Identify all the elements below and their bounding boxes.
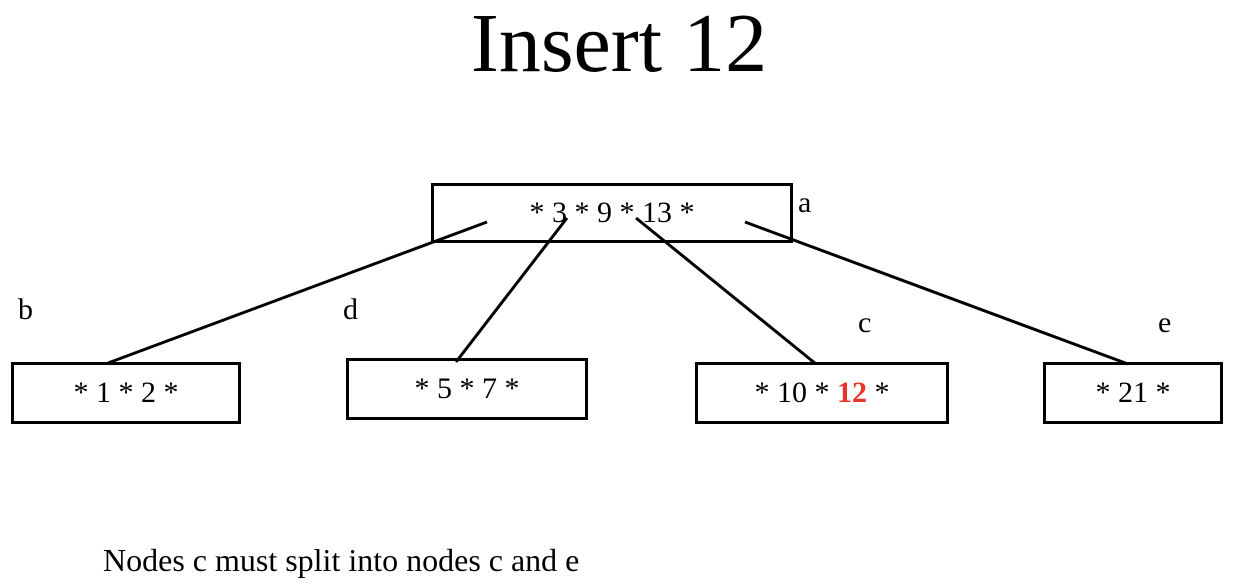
edge-a-e	[744, 220, 1129, 366]
node-c: * 10 * 12 *	[695, 362, 949, 424]
node-c-post: *	[867, 376, 890, 409]
split-note: Nodes c must split into nodes c and e	[103, 542, 580, 578]
node-c-pre: * 10 *	[754, 376, 837, 409]
node-b-label: b	[18, 293, 33, 326]
node-d-label: d	[343, 293, 358, 326]
node-a-content: * 3 * 9 * 13 *	[529, 196, 695, 229]
node-c-content: * 10 * 12 *	[755, 376, 890, 410]
slide-title: Insert 12	[470, 0, 768, 90]
node-a: * 3 * 9 * 13 *	[431, 183, 793, 243]
node-e: * 21 *	[1043, 362, 1223, 424]
node-b-content: * 1 * 2 *	[73, 376, 179, 409]
node-c-label: c	[858, 306, 872, 339]
node-d-content: * 5 * 7 *	[414, 372, 520, 405]
node-e-content: * 21 *	[1095, 376, 1171, 409]
node-b: * 1 * 2 *	[11, 362, 241, 424]
node-a-label: a	[798, 186, 812, 219]
node-d: * 5 * 7 *	[346, 358, 588, 420]
inserted-key: 12	[837, 376, 867, 409]
node-e-label: e	[1158, 306, 1172, 339]
edge-a-b	[107, 220, 488, 365]
